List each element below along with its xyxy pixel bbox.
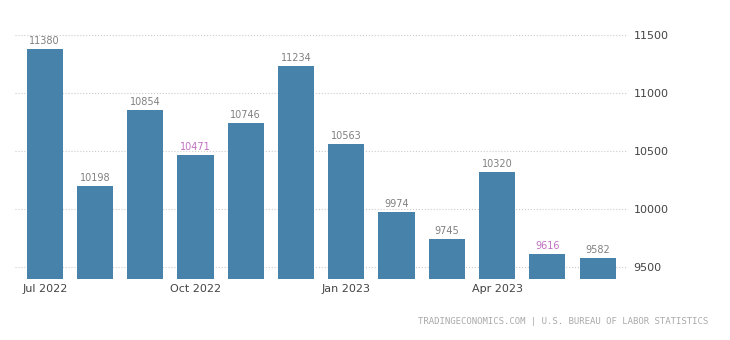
Text: 11234: 11234 [281, 53, 312, 63]
Text: 9974: 9974 [384, 199, 409, 209]
Text: 10198: 10198 [80, 173, 110, 183]
Text: 10854: 10854 [130, 97, 161, 107]
Bar [177, 155, 214, 340]
Bar [278, 66, 314, 340]
Bar [127, 110, 164, 340]
Text: 10563: 10563 [331, 131, 361, 141]
Bar [529, 254, 566, 340]
Bar [429, 239, 465, 340]
Text: 10320: 10320 [482, 159, 512, 169]
Bar [27, 49, 63, 340]
Bar [228, 123, 264, 340]
Bar [479, 172, 515, 340]
Text: 9616: 9616 [535, 241, 560, 251]
Text: 9745: 9745 [434, 226, 459, 236]
Text: 11380: 11380 [29, 36, 60, 46]
Text: TRADINGECONOMICS.COM | U.S. BUREAU OF LABOR STATISTICS: TRADINGECONOMICS.COM | U.S. BUREAU OF LA… [418, 318, 708, 326]
Text: 10471: 10471 [180, 142, 211, 152]
Bar [378, 212, 415, 340]
Text: 10746: 10746 [231, 110, 261, 120]
Bar [77, 186, 113, 340]
Bar [328, 144, 364, 340]
Text: 9582: 9582 [585, 245, 610, 255]
Bar [580, 258, 615, 340]
